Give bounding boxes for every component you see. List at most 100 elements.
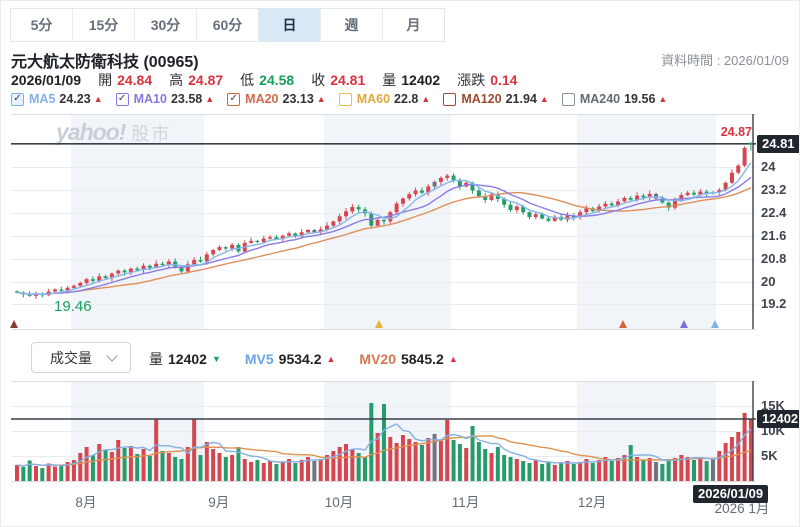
price-axis-label: 24 [761,159,776,174]
close-value: 24.81 [330,72,366,88]
price-gridline [11,304,756,306]
ma-label: MA240 [579,92,621,106]
low-label: 低 [240,72,255,88]
panel-border [11,381,756,382]
price-axis-label: 21.6 [761,227,787,243]
month-band [577,114,717,329]
price-axis-label: 22.4 [761,204,787,220]
x-axis-month-label: 9月 [208,495,230,510]
tab-day[interactable]: 日 [259,9,321,41]
ma-checkbox[interactable] [561,92,575,106]
month-band [70,114,204,329]
mv5-value: 9534.2 [278,351,322,367]
ma-up-arrow-icon: ▲ [205,94,215,104]
tab-60min[interactable]: 60分 [197,9,259,41]
high-label: 高 [169,72,184,88]
ma-value: 23.58 [170,92,203,106]
x-axis-month-label: 10月 [324,495,354,510]
low-value: 24.58 [259,72,295,88]
ma-legend: ✓ MA5 24.23 ▲ ✓ MA10 23.58 ▲ ✓ MA20 23.13 ▲ MA60 22.8… [11,92,680,106]
ma-up-arrow-icon: ▲ [316,94,326,104]
tab-week[interactable]: 週 [321,9,383,41]
period-tabbar: 5分 15分 30分 60分 日 週 月 [10,8,445,42]
open-value: 24.84 [117,72,153,88]
ma-checkbox[interactable] [338,92,352,106]
indicator-dropdown[interactable]: 成交量 [31,342,131,373]
x-axis-month-label: 8月 [75,495,97,510]
ma-label: MA10 [133,92,167,106]
volume-value: 12402 [401,72,441,88]
mv5-label: MV5 [244,351,274,367]
ma-value: 24.23 [59,92,91,106]
ma-label: MA120 [461,92,502,106]
price-gridline [11,258,756,260]
quote-date: 2026/01/09 [11,72,82,88]
price-gridline [11,167,756,168]
change-label: 漲跌 [457,72,486,88]
x-axis-month-label: 12月 [577,495,607,510]
ma-label: MA20 [245,92,279,106]
price-gridline [11,189,756,191]
ma-value: 21.94 [505,92,537,106]
yahoo-watermark: yahoo! 股市 [56,119,172,145]
high-value: 24.87 [188,72,224,88]
stock-title: 元大航太防衛科技 (00965) [11,54,199,71]
ma-up-arrow-icon: ▲ [93,94,103,104]
panel-border [11,114,756,115]
close-label: 收 [311,72,326,88]
mv5-up-arrow-icon: ▲ [326,354,336,364]
current-date-badge: 2026/01/09 [693,485,769,503]
current-price-badge: 24.81 [757,135,799,153]
vol-down-arrow-icon: ▼ [211,354,221,364]
ma-label: MA5 [29,92,56,106]
indicator-dropdown-value: 成交量 [50,349,92,366]
current-volume-badge: 12402 [757,410,799,428]
mv20-label: MV20 [359,351,396,367]
chevron-down-icon [106,350,118,362]
open-label: 開 [98,72,113,88]
ma-value: 19.56 [624,92,656,106]
mv20-up-arrow-icon: ▲ [448,354,458,364]
price-axis-label: 20.8 [761,250,787,266]
ma-up-arrow-icon: ▲ [658,94,668,104]
panel-border [11,481,756,482]
volume-axis-label: 15K [761,398,785,413]
change-value: 0.14 [490,72,518,88]
ma-up-arrow-icon: ▲ [421,94,431,104]
data-time: 資料時間 : 2026/01/09 [661,53,789,68]
x-axis-month-label: 2026 1月 [714,501,770,516]
volume-axis-label: 5K [761,448,778,463]
price-axis-label: 19.2 [761,296,787,312]
panel-border [11,329,756,330]
price-gridline [11,281,756,283]
price-axis-label: 20 [761,273,776,289]
vol-value: 12402 [168,351,207,367]
ma-legend-item: MA240 19.56 ▲ [561,92,668,106]
ma-legend-item: ✓ MA20 23.13 ▲ [227,92,326,106]
mv20-value: 5845.2 [400,351,444,367]
period-high-label: 24.87 [720,125,752,139]
ma-value: 22.8 [394,92,419,106]
ma-legend-item: ✓ MA5 24.23 ▲ [11,92,103,106]
tab-30min[interactable]: 30分 [135,9,197,41]
x-axis-month-label: 11月 [451,495,480,510]
price-axis-label: 23.2 [761,181,787,197]
ma-value: 23.13 [282,92,314,106]
ma-checkbox[interactable]: ✓ [11,92,24,106]
price-gridline [11,235,756,237]
tab-5min[interactable]: 5分 [11,9,73,41]
volume-legend: 量 12402 ▼ MV5 9534.2 ▲ MV20 5845.2 ▲ [149,349,482,369]
ma-legend-item: MA120 21.94 ▲ [443,92,549,106]
price-gridline [11,212,756,214]
ma-legend-item: ✓ MA10 23.58 ▲ [115,92,215,106]
period-low-label: 19.46 [54,298,92,315]
tab-15min[interactable]: 15分 [73,9,135,41]
ma-label: MA60 [356,92,391,106]
tab-month[interactable]: 月 [406,17,421,33]
ma-checkbox[interactable]: ✓ [115,92,129,106]
ma-checkbox[interactable]: ✓ [227,92,241,106]
volume-label: 量 [382,72,397,88]
ma-checkbox[interactable] [443,92,457,106]
